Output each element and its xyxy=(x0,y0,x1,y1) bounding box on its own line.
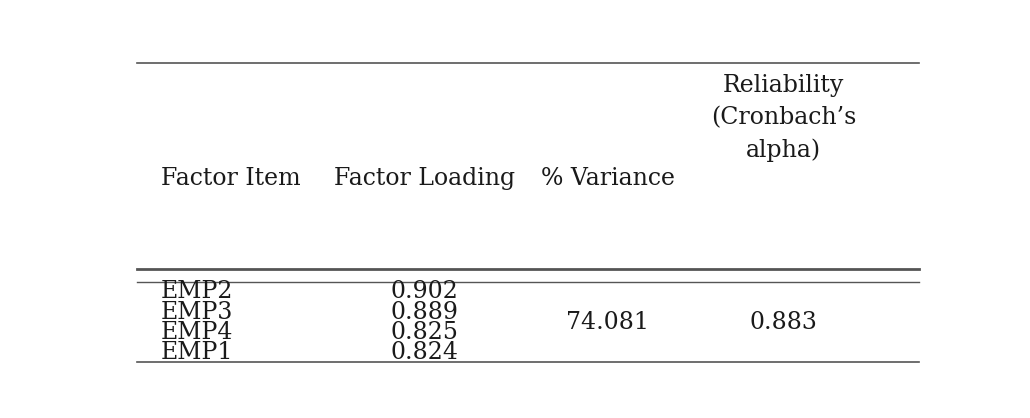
Text: EMP2: EMP2 xyxy=(161,280,233,303)
Text: (Cronbach’s: (Cronbach’s xyxy=(711,106,856,129)
Text: Factor Item: Factor Item xyxy=(161,167,301,191)
Text: 74.081: 74.081 xyxy=(566,311,649,334)
Text: Factor Loading: Factor Loading xyxy=(334,167,515,191)
Text: EMP4: EMP4 xyxy=(161,321,233,344)
Text: 0.883: 0.883 xyxy=(750,311,817,334)
Text: EMP1: EMP1 xyxy=(161,341,233,364)
Text: EMP3: EMP3 xyxy=(161,301,233,324)
Text: 0.902: 0.902 xyxy=(390,280,458,303)
Text: Reliability: Reliability xyxy=(723,74,844,97)
Text: 0.824: 0.824 xyxy=(390,341,458,364)
Text: 0.825: 0.825 xyxy=(390,321,458,344)
Text: % Variance: % Variance xyxy=(541,167,675,191)
Text: alpha): alpha) xyxy=(746,138,821,162)
Text: 0.889: 0.889 xyxy=(390,301,458,324)
